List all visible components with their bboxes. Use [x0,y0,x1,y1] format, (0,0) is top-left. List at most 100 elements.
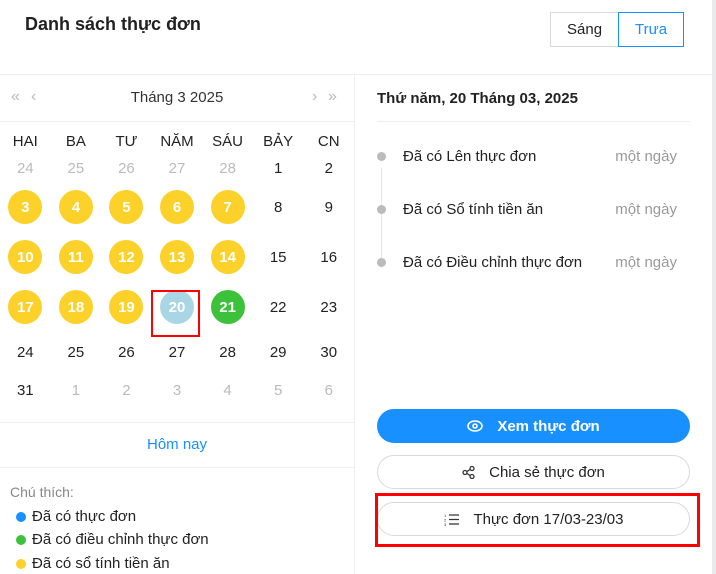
calendar-day[interactable]: 18 [51,290,102,324]
calendar-day[interactable]: 3 [152,373,203,407]
weekday-header: BẢY [263,132,294,150]
day-number: 4 [58,190,93,224]
weekday-header: BA [65,132,86,150]
weekday-header: TƯ [115,132,138,150]
legend-label: Đã có sổ tính tiền ăn [32,555,170,572]
weekday-header: CN [317,132,340,150]
calendar-day[interactable]: 20 [152,290,203,324]
calendar-day[interactable]: 1 [253,151,304,185]
calendar-day[interactable]: 27 [152,335,203,369]
calendar-day[interactable]: 25 [51,335,102,369]
calendar-day[interactable]: 24 [0,335,51,369]
legend-dot [16,511,26,522]
legend-label: Đã có điều chỉnh thực đơn [32,531,209,548]
view-menu-button[interactable]: Xem thực đơn [377,409,690,443]
day-number: 5 [109,190,144,224]
next-month-icon[interactable]: › [312,88,318,105]
calendar-day[interactable]: 3 [0,190,51,224]
calendar-day[interactable]: 26 [101,335,152,369]
legend-label: Đã có thực đơn [32,508,137,525]
next-year-icon[interactable]: » [328,88,337,105]
calendar-day[interactable]: 5 [253,373,304,407]
calendar-day[interactable]: 29 [253,335,304,369]
calendar-day[interactable]: 2 [101,373,152,407]
calendar-day[interactable]: 28 [202,335,253,369]
page-title: Danh sách thực đơn [25,14,201,34]
calendar-day[interactable]: 9 [303,190,354,224]
ordered-list-icon: 123 [444,513,459,526]
calendar-day[interactable]: 10 [0,240,51,274]
calendar-day[interactable]: 31 [0,373,51,407]
svg-text:2: 2 [444,517,447,522]
share-menu-label: Chia sẻ thực đơn [489,463,605,481]
day-number: 16 [320,248,338,266]
scrollbar[interactable] [712,0,716,574]
calendar-day[interactable]: 14 [202,240,253,274]
session-morning[interactable]: Sáng [550,12,620,47]
calendar-day[interactable]: 6 [152,190,203,224]
day-number: 24 [16,343,34,361]
day-number: 18 [58,290,93,324]
day-number: 11 [58,240,93,274]
calendar-day[interactable]: 21 [202,290,253,324]
calendar-day[interactable]: 27 [152,151,203,185]
day-number: 10 [8,240,43,274]
session-noon[interactable]: Trưa [618,12,685,47]
calendar-day[interactable]: 25 [51,151,102,185]
calendar-day[interactable]: 6 [303,373,354,407]
share-menu-button[interactable]: Chia sẻ thực đơn [377,455,690,489]
calendar-day[interactable]: 30 [303,335,354,369]
day-number: 1 [71,381,81,399]
calendar-day[interactable]: 16 [303,240,354,274]
calendar-grid: HAI BA TƯ NĂM SÁU BẢY CN 24 25 26 27 28 1 2 3 4 5 6 7 8 9 10… [0,128,354,408]
week-menu-label: Thực đơn 17/03-23/03 [473,510,624,528]
calendar-day[interactable]: 19 [101,290,152,324]
divider [0,422,354,423]
calendar-day[interactable]: 12 [101,240,152,274]
calendar-day[interactable]: 15 [253,240,304,274]
session-toggle: Sáng Trưa [550,12,685,47]
calendar-day[interactable]: 13 [152,240,203,274]
calendar-day[interactable]: 11 [51,240,102,274]
calendar-day[interactable]: 8 [253,190,304,224]
day-number: 24 [16,159,34,177]
day-number: 6 [324,381,333,399]
calendar-day[interactable]: 23 [303,290,354,324]
calendar-day[interactable]: 22 [253,290,304,324]
today-button[interactable]: Hôm nay [146,436,208,453]
day-number: 28 [219,159,236,177]
day-number: 15 [269,248,287,266]
calendar-day[interactable]: 1 [51,373,102,407]
svg-text:1: 1 [444,513,447,518]
eye-icon [467,420,484,432]
month-label: Tháng 3 2025 [130,89,224,106]
divider [377,121,690,122]
prev-month-icon[interactable]: ‹ [31,88,37,105]
calendar-day[interactable]: 26 [101,151,152,185]
day-number: 2 [122,381,131,399]
day-number: 25 [67,343,85,361]
view-menu-label: Xem thực đơn [497,417,600,435]
day-number: 20 [160,290,195,324]
calendar-day[interactable]: 17 [0,290,51,324]
calendar-day[interactable]: 4 [202,373,253,407]
timeline-time: một ngày [615,254,677,271]
day-number: 9 [324,198,333,216]
timeline-line [381,168,382,268]
day-number: 19 [109,290,144,324]
day-number: 8 [274,198,283,216]
legend-title: Chú thích: [10,484,74,500]
calendar-day[interactable]: 5 [101,190,152,224]
prev-year-icon[interactable]: « [11,88,20,105]
calendar-day[interactable]: 4 [51,190,102,224]
day-number: 29 [269,343,287,361]
calendar-day[interactable]: 7 [202,190,253,224]
calendar-day[interactable]: 28 [202,151,253,185]
day-number: 22 [269,298,287,316]
calendar-day[interactable]: 2 [303,151,354,185]
calendar-day[interactable]: 24 [0,151,51,185]
share-icon [462,465,475,479]
day-number: 3 [172,381,182,399]
weekday-header: SÁU [212,132,244,150]
